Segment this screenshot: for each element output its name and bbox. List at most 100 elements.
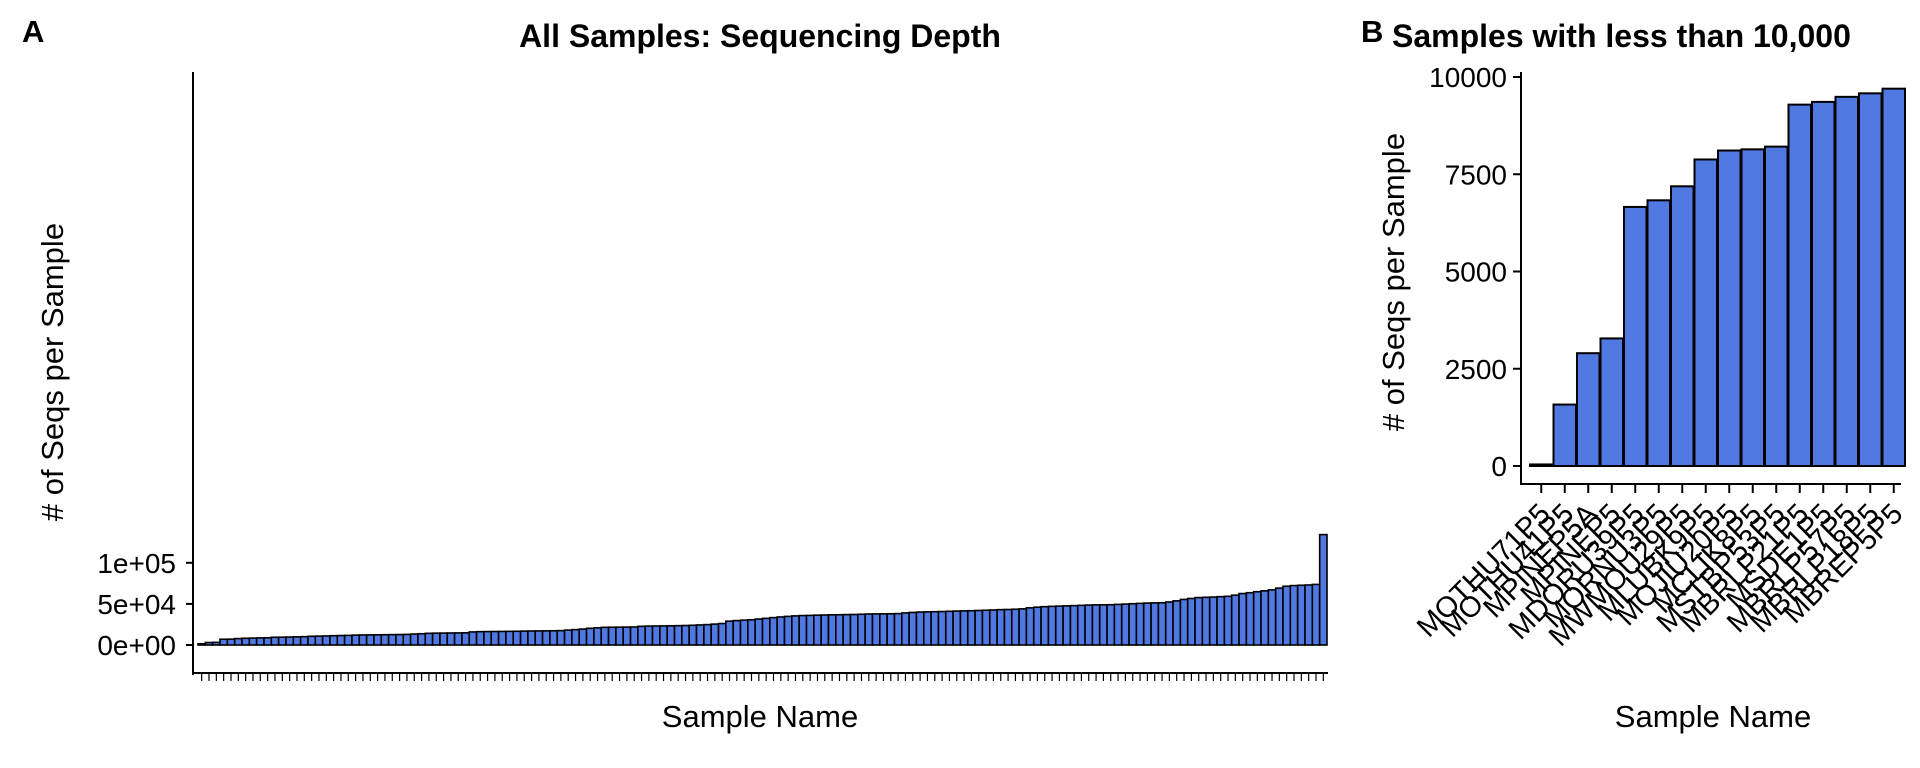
panel-a-bar <box>248 637 258 646</box>
panel-a-bar <box>827 614 837 646</box>
panel-b-bar <box>1858 92 1883 467</box>
panel-b-y-tick-label: 7500 <box>1445 159 1507 190</box>
panel-a-bar <box>1113 603 1123 646</box>
panel-a-bar <box>673 624 683 646</box>
panel-b-bar <box>1740 148 1765 467</box>
panel-a-bar <box>1289 584 1299 646</box>
panel-a-bar <box>1076 604 1086 646</box>
panel-a-bar <box>666 625 676 646</box>
panel-a-bar <box>534 630 544 646</box>
panel-a-bars <box>197 533 1328 646</box>
panel-b-y-axis-title: # of Seqs per Sample <box>1376 133 1411 431</box>
panel-a-bar <box>944 610 954 646</box>
panel-b-x-axis-title: Sample Name <box>1615 699 1811 734</box>
panel-a-bar <box>365 634 375 646</box>
panel-a-bar <box>974 609 984 646</box>
panel-a-bar <box>981 609 991 646</box>
panel-a-bar <box>922 611 932 646</box>
panel-a-bar <box>1252 590 1262 646</box>
panel-a-bar <box>1025 607 1035 646</box>
panel-b-label: B <box>1361 14 1383 49</box>
panel-b-bar <box>1881 87 1906 467</box>
panel-a-bar <box>842 613 852 646</box>
panel-a-bar <box>241 637 251 646</box>
panel-a-y-axis-title: # of Seqs per Sample <box>35 223 70 521</box>
panel-a-bar <box>886 612 896 646</box>
panel-a-bar <box>747 618 756 646</box>
panel-a-bar <box>1062 605 1072 646</box>
panel-a-bar <box>1084 604 1094 646</box>
panel-a-bar <box>622 626 632 646</box>
panel-a-bar <box>988 609 998 646</box>
panel-a-bar <box>395 633 405 646</box>
panel-b: B Samples with less than 10,000 # of Seq… <box>1361 14 1909 734</box>
panel-a-bar <box>593 627 603 646</box>
panel-a-y-tick-label: 0e+00 <box>97 630 176 661</box>
panel-a-bar <box>1179 598 1189 646</box>
panel-b-y-tick-label: 2500 <box>1445 354 1507 385</box>
panel-a-bar <box>380 633 390 646</box>
panel-a-bar <box>703 623 712 646</box>
panel-a-bar <box>519 630 529 646</box>
panel-b-bar <box>1764 145 1789 467</box>
panel-b-bar <box>1834 95 1859 467</box>
panel-b-bar <box>1646 199 1671 467</box>
panel-a-bar <box>233 637 243 646</box>
panel-a-bar <box>900 612 910 646</box>
panel-a-bar <box>1135 602 1145 646</box>
panel-b-title: Samples with less than 10,000 <box>1392 18 1851 54</box>
panel-a-bar <box>1304 584 1314 646</box>
panel-a-bar <box>270 636 280 646</box>
panel-a-bar <box>732 619 742 646</box>
panel-a-x-axis-ticks <box>201 674 1324 681</box>
panel-a-bar <box>864 613 874 646</box>
panel-a-bar <box>1054 605 1064 646</box>
panel-a-bar <box>556 629 566 646</box>
panel-a-bar <box>688 624 698 646</box>
panel-a-bar <box>681 624 690 646</box>
panel-a-bar <box>490 630 500 646</box>
panel-a-bar <box>1032 606 1042 646</box>
panel-a-bar <box>307 635 317 646</box>
panel-a-bar <box>431 632 441 646</box>
panel-a-bar <box>776 616 786 646</box>
panel-a-bar <box>1106 603 1116 646</box>
panel-a-bar <box>351 634 361 646</box>
panel-a-bar <box>908 611 918 646</box>
panel-a-bar <box>578 628 588 646</box>
panel-a-y-tick-label: 5e+04 <box>97 589 176 620</box>
panel-b-bar <box>1599 337 1624 467</box>
panel-a-bar <box>1201 596 1211 646</box>
panel-a-bar <box>710 623 720 646</box>
panel-a-bar <box>505 630 515 646</box>
panel-b-bars <box>1529 87 1906 468</box>
panel-a-bar <box>915 611 925 646</box>
panel-a-bar <box>453 632 463 646</box>
panel-b-y-tick-label: 0 <box>1491 451 1507 482</box>
panel-a-bar <box>211 641 221 646</box>
panel-a-bar <box>644 625 654 646</box>
panel-a-bar <box>475 630 485 646</box>
panel-a-bar <box>299 635 309 646</box>
panel-a: A All Samples: Sequencing Depth # of Seq… <box>22 14 1328 734</box>
panel-a-bar <box>615 626 625 646</box>
panel-b-bar <box>1787 103 1812 468</box>
panel-a-bar <box>1150 602 1160 646</box>
panel-a-bar <box>1040 605 1050 646</box>
panel-b-bar <box>1811 100 1836 468</box>
panel-a-bar <box>1120 603 1130 646</box>
panel-a-bar <box>585 627 595 646</box>
panel-a-bar <box>1069 604 1079 646</box>
panel-a-title: All Samples: Sequencing Depth <box>519 18 1001 54</box>
panel-a-bar <box>893 612 903 646</box>
panel-a-bar <box>541 630 551 646</box>
panel-a-bar <box>285 636 295 646</box>
panel-a-bar <box>1172 600 1182 646</box>
panel-a-bar <box>483 630 493 646</box>
panel-a-bar <box>321 635 331 646</box>
panel-a-bar <box>651 625 661 646</box>
panel-a-bar <box>820 614 830 646</box>
panel-a-bar <box>402 633 412 646</box>
panel-a-bar <box>358 634 368 646</box>
